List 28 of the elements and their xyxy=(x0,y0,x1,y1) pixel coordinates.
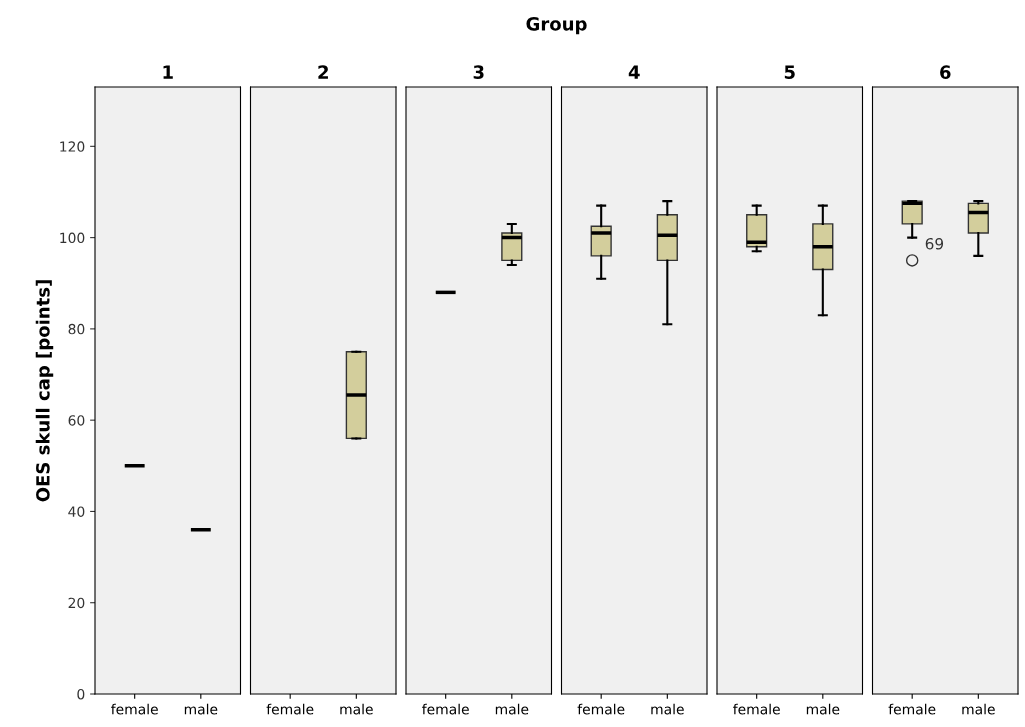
chart-title: 3 xyxy=(473,65,484,79)
y-tick-label: 40 xyxy=(68,506,85,517)
chart-title: 1 xyxy=(163,65,173,79)
text: Group xyxy=(526,17,587,35)
chart-title: 4 xyxy=(628,65,640,79)
x-tick-label: female xyxy=(577,703,625,715)
annotation: 69 xyxy=(925,237,944,250)
x-tick-label: female xyxy=(266,703,314,715)
y-tick-label: 120 xyxy=(60,141,85,152)
x-tick-label: female xyxy=(888,703,936,715)
x-tick-label: female xyxy=(111,703,158,715)
y-axis-title: OES skull cap [points] xyxy=(35,280,54,502)
x-tick-label: female xyxy=(733,703,780,715)
chart-title: 5 xyxy=(784,65,795,79)
y-tick-label: 60 xyxy=(68,415,85,426)
chart-title: 2 xyxy=(318,65,328,79)
x-tick-label: male xyxy=(340,703,373,715)
y-tick-label: 0 xyxy=(77,688,85,700)
y-tick-label: 80 xyxy=(68,323,85,335)
y-tick-label: 100 xyxy=(60,232,85,244)
x-tick-label: male xyxy=(962,703,995,715)
x-tick-label: male xyxy=(184,703,218,715)
x-tick-label: female xyxy=(422,703,469,715)
chart-title: 6 xyxy=(940,65,951,79)
y-tick-label: 20 xyxy=(68,597,85,609)
x-tick-label: male xyxy=(651,703,684,715)
x-tick-label: male xyxy=(806,703,840,715)
x-tick-label: male xyxy=(495,703,529,715)
